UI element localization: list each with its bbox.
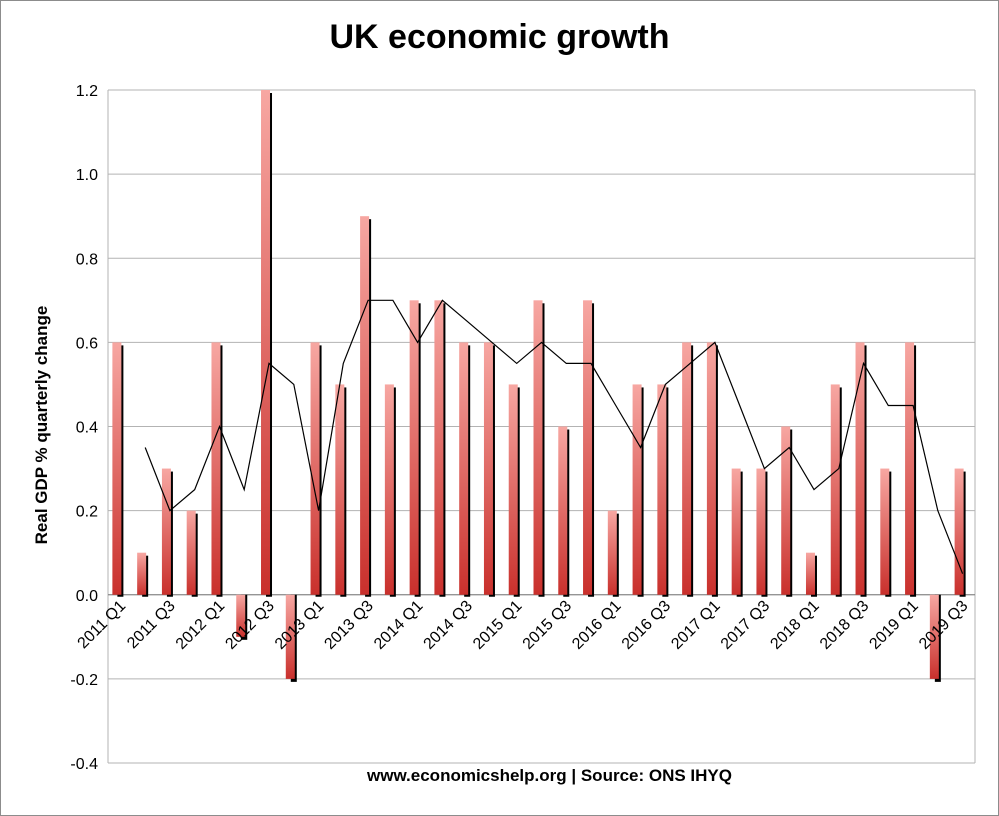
bar: [483, 342, 493, 595]
bar: [236, 594, 246, 637]
bar: [310, 342, 320, 595]
x-tick-label: 2015 Q3: [520, 597, 575, 652]
bar: [112, 342, 122, 595]
y-tick-label: 0.0: [76, 588, 98, 605]
bar: [756, 468, 766, 595]
bar: [261, 90, 271, 595]
y-tick-label: 1.0: [76, 167, 98, 184]
y-tick-label: 0.2: [76, 504, 98, 521]
x-tick-label: 2017 Q3: [718, 597, 773, 652]
x-tick-label: 2012 Q1: [173, 597, 228, 652]
y-axis-ticks: 1.2 1.0 0.8 0.6 0.4 0.2 0.0 -0.2 -0.4: [70, 83, 98, 773]
x-tick-label: 2016 Q3: [619, 597, 674, 652]
x-tick-label: 2018 Q3: [817, 597, 872, 652]
bar: [360, 216, 370, 595]
bar: [954, 468, 964, 595]
bar: [682, 342, 692, 595]
bar: [905, 342, 915, 595]
bar: [459, 342, 469, 595]
y-tick-label: 0.6: [76, 335, 98, 352]
y-tick-label: 0.4: [76, 420, 98, 437]
bar: [161, 468, 171, 595]
bar: [211, 342, 221, 595]
x-tick-label: 2011 Q1: [75, 597, 130, 652]
trend-line-path: [144, 299, 964, 574]
bar: [583, 300, 593, 595]
x-tick-label: 2013 Q1: [272, 597, 327, 652]
bar: [880, 468, 890, 595]
x-tick-label: 2016 Q1: [569, 597, 624, 652]
bar: [632, 384, 642, 595]
bar: [558, 426, 568, 595]
bar: [781, 426, 791, 595]
x-tick-label: 2019 Q1: [866, 597, 921, 652]
x-tick-label: 2019 Q3: [916, 597, 971, 652]
x-tick-label: 2011 Q3: [124, 597, 179, 652]
bar: [657, 384, 667, 595]
x-axis-label: www.economicshelp.org | Source: ONS IHYQ: [367, 766, 732, 785]
y-tick-label: 0.8: [76, 251, 98, 268]
gridlines: [107, 89, 976, 764]
y-tick-label: 1.2: [76, 83, 98, 100]
bar: [434, 300, 444, 595]
chart-title: UK economic growth: [329, 18, 670, 56]
y-tick-label: -0.2: [70, 672, 98, 689]
bar: [508, 384, 518, 595]
y-tick-label: -0.4: [70, 756, 98, 773]
bar: [805, 552, 815, 595]
bar: [533, 300, 543, 595]
bar: [706, 342, 716, 595]
bar: [409, 300, 419, 595]
bar: [731, 468, 741, 595]
trend-line: [144, 299, 964, 574]
x-tick-label: 2014 Q3: [421, 597, 476, 652]
bar: [855, 342, 865, 595]
bars: [112, 90, 964, 679]
x-tick-label: 2013 Q3: [321, 597, 376, 652]
x-tick-label: 2014 Q1: [371, 597, 426, 652]
bar: [929, 594, 939, 679]
bar: [285, 594, 295, 679]
bar: [137, 552, 147, 595]
x-tick-label: 2018 Q1: [767, 597, 822, 652]
x-tick-label: 2012 Q3: [222, 597, 277, 652]
bar: [335, 384, 345, 595]
x-tick-label: 2015 Q1: [470, 597, 525, 652]
x-tick-label: 2017 Q1: [668, 597, 723, 652]
bar: [607, 510, 617, 595]
bar: [830, 384, 840, 595]
bar: [384, 384, 394, 595]
bar: [186, 510, 196, 595]
